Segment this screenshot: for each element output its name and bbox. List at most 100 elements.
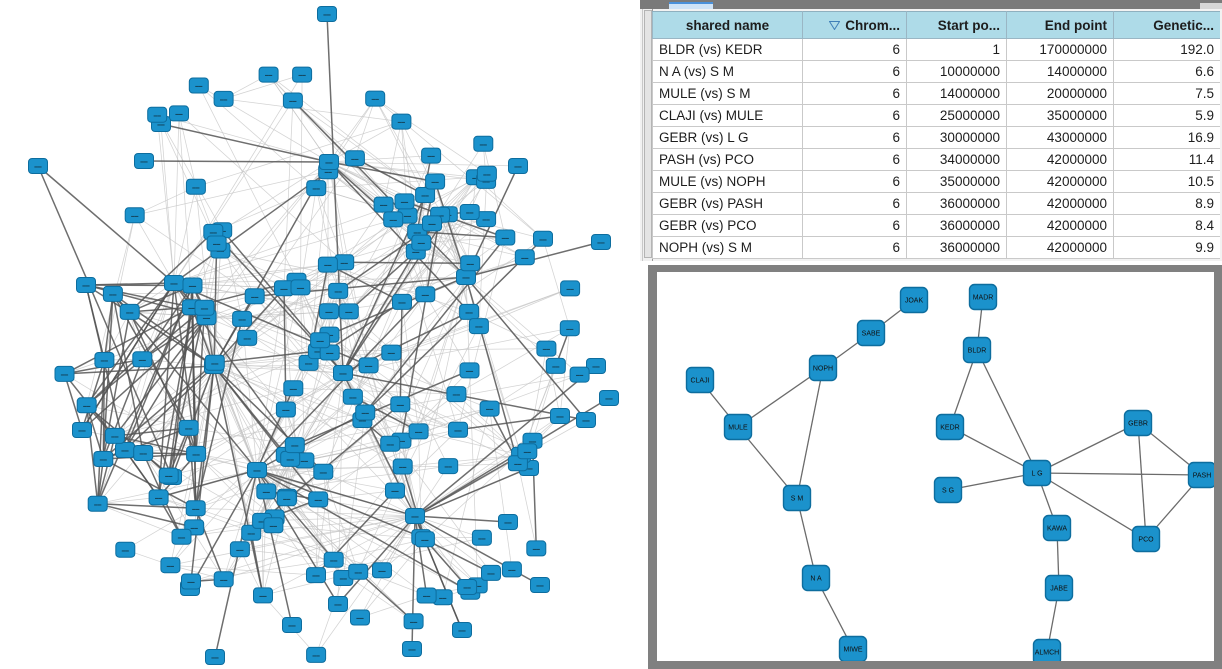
- node-shape[interactable]: [282, 92, 303, 109]
- network-edge[interactable]: [414, 515, 509, 523]
- network-edge[interactable]: [178, 113, 345, 263]
- network-node[interactable]: ▬▬: [416, 587, 437, 604]
- network-edge[interactable]: [97, 503, 195, 529]
- network-node[interactable]: ▬▬: [536, 340, 557, 357]
- network-edge[interactable]: [64, 365, 215, 375]
- node-shape[interactable]: [391, 113, 412, 130]
- network-node[interactable]: ▬▬: [415, 187, 436, 203]
- network-node[interactable]: ▬▬: [87, 495, 108, 512]
- node-shape[interactable]: [408, 423, 429, 440]
- node-shape[interactable]: [392, 293, 412, 310]
- node-shape[interactable]: [414, 531, 435, 548]
- network-edge[interactable]: [322, 365, 369, 472]
- network-node[interactable]: ▬▬: [171, 528, 192, 545]
- node-shape[interactable]: [476, 165, 497, 182]
- network-edge[interactable]: [194, 365, 215, 509]
- network-edge[interactable]: [293, 387, 457, 395]
- node-shape[interactable]: [383, 211, 404, 228]
- network-node[interactable]: S G: [933, 476, 963, 504]
- network-node[interactable]: ▬▬: [282, 92, 303, 109]
- network-edge[interactable]: [239, 548, 334, 561]
- network-edge[interactable]: [195, 507, 383, 571]
- network-node[interactable]: ▬▬: [253, 587, 273, 604]
- node-shape[interactable]: [591, 234, 611, 250]
- node-shape[interactable]: [158, 467, 179, 484]
- network-edge[interactable]: [156, 114, 175, 284]
- network-node[interactable]: ▬▬: [390, 396, 411, 413]
- node-shape[interactable]: [1123, 409, 1153, 437]
- network-edge[interactable]: [328, 310, 392, 353]
- network-node[interactable]: ▬▬: [94, 352, 115, 368]
- node-shape[interactable]: [536, 340, 557, 357]
- network-edge[interactable]: [124, 365, 215, 451]
- node-shape[interactable]: [342, 388, 363, 405]
- network-edge[interactable]: [348, 311, 519, 464]
- network-node[interactable]: ▬▬: [459, 303, 480, 320]
- network-edge[interactable]: [342, 311, 350, 374]
- node-shape[interactable]: [182, 277, 203, 294]
- network-edge[interactable]: [315, 499, 319, 576]
- network-edge[interactable]: [134, 214, 321, 341]
- network-edge[interactable]: [315, 515, 416, 656]
- network-edge[interactable]: [195, 507, 416, 517]
- network-edge[interactable]: [266, 465, 449, 492]
- node-shape[interactable]: [115, 541, 136, 558]
- column-header-genetic[interactable]: Genetic...: [1113, 11, 1220, 39]
- node-shape[interactable]: [178, 419, 199, 436]
- network-edge[interactable]: [195, 443, 391, 509]
- node-shape[interactable]: [481, 564, 501, 581]
- network-node[interactable]: ▬▬: [317, 6, 337, 22]
- network-node[interactable]: ▬▬: [576, 412, 596, 428]
- network-edge[interactable]: [196, 453, 396, 491]
- network-edge[interactable]: [167, 307, 193, 476]
- network-edge[interactable]: [1137, 422, 1147, 540]
- network-edge[interactable]: [141, 285, 194, 360]
- network-edge[interactable]: [414, 515, 468, 588]
- network-edge[interactable]: [112, 293, 258, 471]
- network-edge[interactable]: [364, 237, 506, 413]
- node-shape[interactable]: [411, 234, 432, 251]
- network-edge[interactable]: [286, 496, 335, 560]
- network-node[interactable]: ▬▬: [323, 551, 344, 568]
- full-network-view[interactable]: ▬▬ ▬▬ ▬▬ ▬▬ ▬▬ ▬▬ ▬▬ ▬▬ ▬▬ ▬▬ ▬▬ ▬▬ ▬▬ ▬▬ ▬▬ ▬▬ ▬▬ ▬▬ ▬▬ ▬▬…: [0, 0, 648, 669]
- network-node[interactable]: ▬▬: [411, 234, 432, 251]
- network-node[interactable]: ▬▬: [414, 531, 435, 548]
- table-row[interactable]: PASH (vs) PCO 6 34000000 42000000 11.4: [652, 148, 1220, 171]
- network-node[interactable]: ▬▬: [599, 390, 619, 406]
- network-edge[interactable]: [447, 214, 471, 264]
- network-edge[interactable]: [96, 435, 116, 504]
- network-node[interactable]: ▬▬: [275, 401, 296, 418]
- node-shape[interactable]: [276, 490, 297, 507]
- network-edge[interactable]: [168, 444, 295, 476]
- node-shape[interactable]: [355, 404, 376, 421]
- network-node[interactable]: ▬▬: [306, 646, 327, 663]
- node-shape[interactable]: [517, 443, 538, 460]
- network-edge[interactable]: [316, 176, 476, 189]
- column-header-shared-name[interactable]: shared name: [652, 11, 803, 39]
- network-node[interactable]: ▬▬: [188, 77, 209, 94]
- node-shape[interactable]: [599, 390, 619, 406]
- network-edge[interactable]: [300, 287, 305, 461]
- network-node[interactable]: ▬▬: [76, 397, 97, 414]
- network-node[interactable]: NOPH: [808, 354, 838, 382]
- node-shape[interactable]: [188, 77, 209, 94]
- network-edge[interactable]: [81, 282, 175, 431]
- network-edge[interactable]: [256, 469, 416, 517]
- node-shape[interactable]: [856, 319, 886, 347]
- network-node[interactable]: PCO: [1131, 525, 1161, 553]
- network-edge[interactable]: [129, 311, 243, 320]
- network-edge[interactable]: [364, 276, 467, 413]
- node-shape[interactable]: [54, 365, 75, 382]
- node-shape[interactable]: [348, 563, 369, 580]
- network-edge[interactable]: [517, 463, 537, 549]
- network-node[interactable]: MULE: [723, 413, 753, 441]
- node-shape[interactable]: [87, 495, 108, 512]
- node-shape[interactable]: [185, 500, 206, 517]
- node-shape[interactable]: [968, 283, 998, 311]
- network-edge[interactable]: [737, 367, 824, 428]
- node-shape[interactable]: [416, 587, 437, 604]
- network-edge[interactable]: [328, 161, 448, 215]
- network-edge[interactable]: [418, 276, 467, 432]
- network-edge[interactable]: [1036, 472, 1147, 540]
- table-row[interactable]: BLDR (vs) KEDR 6 1 170000000 192.0: [652, 38, 1220, 61]
